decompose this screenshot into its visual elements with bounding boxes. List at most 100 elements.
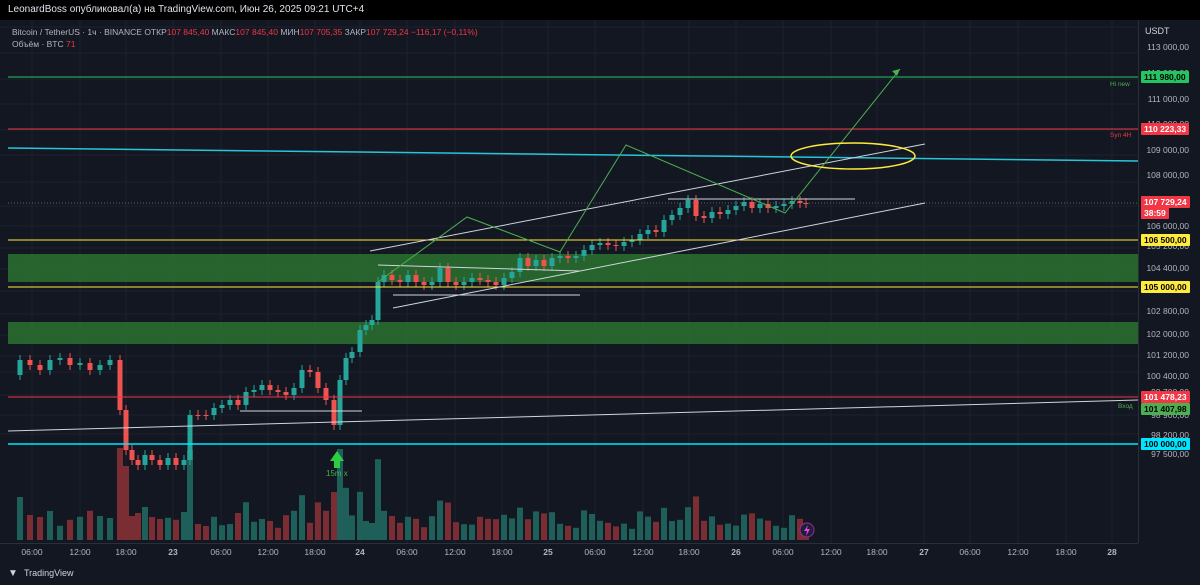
volume-bar	[429, 516, 435, 540]
candle-body	[67, 358, 73, 365]
volume-bar	[315, 502, 321, 540]
candle-body	[267, 385, 273, 390]
volume-bar	[97, 516, 103, 540]
price-label: 106 500,00	[1141, 234, 1190, 246]
candle-body	[165, 458, 171, 465]
low-value: 107 705,35	[299, 27, 343, 37]
candle-body	[533, 260, 539, 266]
candle-body	[597, 243, 603, 245]
candle-body	[181, 460, 187, 465]
volume-bar	[549, 512, 555, 540]
candle-body	[235, 400, 241, 405]
currency-label[interactable]: USDT	[1145, 26, 1170, 36]
time-tick: 12:00	[632, 547, 654, 557]
volume-bar	[291, 510, 297, 540]
candle-body	[405, 275, 411, 282]
candle-body	[541, 260, 547, 266]
candle-body	[123, 410, 129, 450]
candle-body	[87, 363, 93, 370]
volume-bar	[357, 491, 363, 540]
candle-body	[421, 282, 427, 285]
candle-body	[725, 210, 731, 214]
volume-bar	[87, 510, 93, 540]
volume-bar	[123, 466, 129, 540]
volume-bar	[557, 523, 563, 540]
candle-body	[685, 200, 691, 208]
volume-bar	[251, 521, 257, 540]
candle-body	[605, 243, 611, 245]
volume-bar	[637, 511, 643, 540]
candle-body	[629, 240, 635, 242]
candle-body	[157, 460, 163, 465]
volume-bar	[323, 510, 329, 540]
time-tick: 23	[168, 547, 178, 557]
candle-body	[517, 258, 523, 272]
volume-bar	[613, 526, 619, 540]
time-tick: 24	[355, 547, 365, 557]
volume-bar	[597, 520, 603, 540]
volume-bar	[733, 525, 739, 540]
candle-body	[621, 242, 627, 246]
volume-bar	[589, 514, 595, 540]
volume-label[interactable]: Объём · BTC	[12, 39, 64, 49]
candle-body	[337, 380, 343, 425]
volume-bar	[337, 449, 343, 540]
volume-bar	[37, 517, 43, 540]
volume-bar	[757, 518, 763, 540]
price-tick: 97 500,00	[1151, 449, 1189, 459]
candle-body	[291, 388, 297, 395]
price-label: 38:59	[1141, 207, 1169, 219]
candle-body	[669, 215, 675, 220]
time-axis[interactable]: 06:00 12:00 18:00 23 06:00 12:00 18:00 24 06:00 1…	[0, 543, 1138, 562]
hi-new-label: Hi new	[1110, 81, 1130, 88]
channel-upper	[369, 143, 926, 252]
candle-body	[803, 203, 809, 204]
price-tick: 111 000,00	[1147, 94, 1189, 104]
volume-bar	[117, 448, 123, 540]
volume-bar	[331, 492, 337, 540]
entry-arrow-icon	[330, 451, 344, 468]
time-tick: 18:00	[491, 547, 513, 557]
time-tick: 12:00	[257, 547, 279, 557]
price-chart[interactable]: 15m x Hi new Syn 4H Вход	[0, 20, 1138, 543]
candle-body	[589, 245, 595, 250]
volume-bar	[349, 515, 355, 540]
candle-body	[557, 256, 563, 258]
candle-body	[453, 282, 459, 285]
candle-body	[509, 272, 515, 278]
volume-bar	[173, 519, 179, 540]
symbol-name[interactable]: Bitcoin / TetherUS · 1ч · BINANCE	[12, 27, 142, 37]
candle-body	[203, 415, 209, 416]
candle-body	[331, 400, 337, 425]
support-trend-line	[7, 399, 1138, 432]
candle-body	[363, 325, 369, 330]
volume-bar	[653, 521, 659, 540]
time-tick: 18:00	[115, 547, 137, 557]
time-tick: 06:00	[21, 547, 43, 557]
candle-body	[343, 358, 349, 380]
channel-lower	[392, 202, 926, 309]
footer-bar: ▼ TradingView	[0, 562, 1200, 585]
volume-bar	[165, 517, 171, 540]
volume-bar	[621, 523, 627, 540]
candle-body	[493, 282, 499, 285]
time-tick: 18:00	[678, 547, 700, 557]
volume-bar	[47, 511, 53, 540]
volume-bar	[685, 507, 691, 540]
candle-body	[469, 278, 475, 282]
open-value: 107 845,40	[166, 27, 210, 37]
candle-body	[187, 415, 193, 460]
price-label: 105 000,00	[1141, 281, 1190, 293]
volume-bar	[477, 516, 483, 540]
volume-bar	[135, 513, 141, 540]
trend-line-blue	[7, 147, 1138, 162]
time-tick: 28	[1107, 547, 1117, 557]
price-tick: 113 000,00	[1147, 42, 1189, 52]
volume-bar	[725, 523, 731, 540]
price-tick: 104 400,00	[1146, 263, 1189, 273]
price-tick: 102 000,00	[1146, 329, 1189, 339]
volume-bar	[149, 517, 155, 540]
time-tick: 18:00	[866, 547, 888, 557]
volume-bar	[389, 516, 395, 540]
